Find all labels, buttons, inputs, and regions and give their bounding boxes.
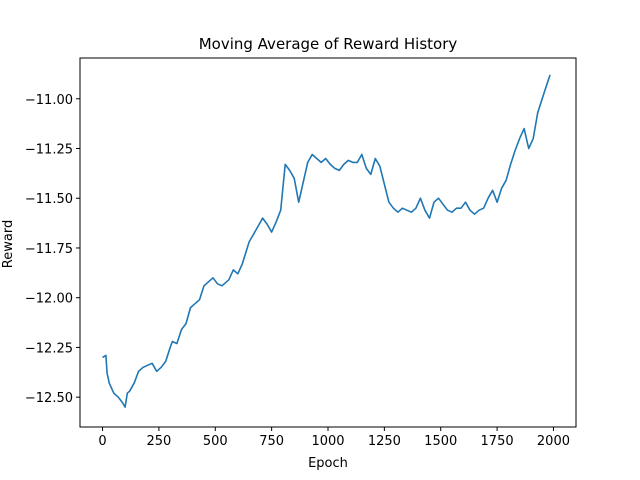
- plot-area: [102, 74, 551, 408]
- x-axis-label: Epoch: [308, 456, 348, 471]
- x-tick-label: 750: [259, 434, 284, 449]
- y-axis-ticks: −11.00 −11.25 −11.50 −11.75 −12.00 −12.25 −12.…: [25, 93, 80, 406]
- x-tick-label: 1000: [311, 434, 344, 449]
- y-tick-label: −11.75: [25, 242, 73, 257]
- x-axis-ticks: 0 250 500 750 1000 1250 1500 1750 2000: [98, 427, 570, 449]
- series-line-0: [102, 74, 551, 408]
- x-tick-label: 250: [146, 434, 171, 449]
- y-tick-label: −12.50: [25, 391, 73, 406]
- x-tick-label: 1250: [368, 434, 401, 449]
- y-tick-label: −11.00: [25, 93, 73, 108]
- y-tick-label: −12.00: [25, 292, 73, 307]
- x-tick-label: 0: [98, 434, 106, 449]
- y-tick-label: −12.25: [25, 341, 73, 356]
- x-tick-label: 1750: [481, 434, 514, 449]
- y-tick-label: −11.25: [25, 143, 73, 158]
- x-tick-label: 2000: [537, 434, 570, 449]
- y-tick-label: −11.50: [25, 192, 73, 207]
- chart-title: Moving Average of Reward History: [199, 35, 458, 53]
- x-tick-label: 500: [203, 434, 228, 449]
- x-tick-label: 1500: [424, 434, 457, 449]
- axes-frame: [79, 57, 577, 428]
- y-axis-label: Reward: [1, 220, 16, 268]
